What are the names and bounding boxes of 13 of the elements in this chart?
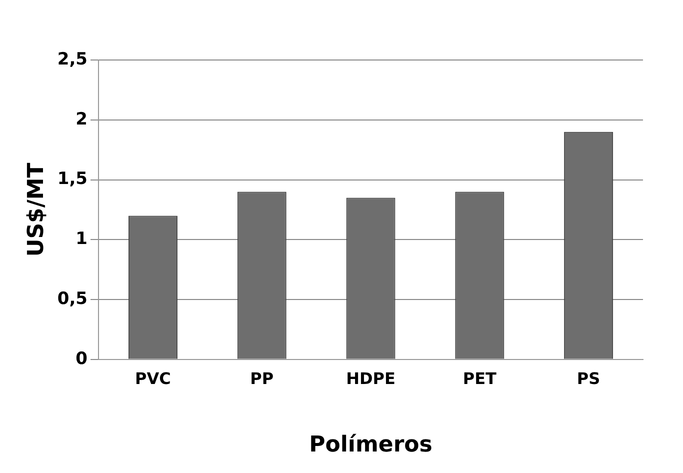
- x-tick-label: PP: [250, 369, 274, 388]
- y-tick-label: 0: [76, 348, 88, 369]
- y-tick-label: 0,5: [57, 288, 88, 309]
- y-axis-title: US$/MT: [24, 162, 49, 257]
- y-tick-label: 2: [76, 109, 88, 130]
- y-tick-label: 1,5: [57, 169, 88, 190]
- y-tick-label: 2,5: [57, 49, 88, 70]
- x-axis-title: Polímeros: [309, 432, 432, 458]
- x-tick-label: PET: [462, 369, 497, 388]
- x-tick-label: HDPE: [346, 369, 396, 388]
- x-tick-label: PS: [576, 369, 600, 388]
- x-tick-label: PVC: [135, 369, 171, 388]
- y-tick-label: 1: [76, 229, 88, 250]
